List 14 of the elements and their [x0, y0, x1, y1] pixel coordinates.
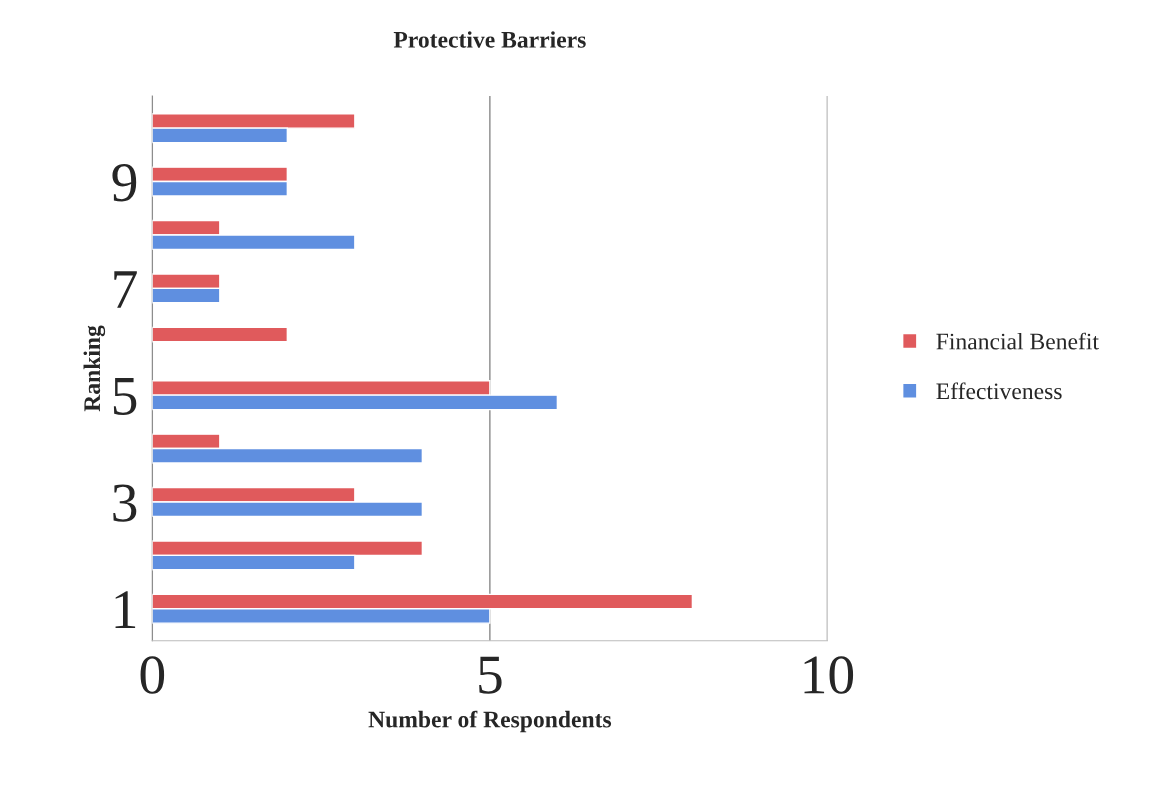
- x-tick-label: 0: [140, 656, 165, 694]
- y-tick-label: 1: [115, 591, 136, 629]
- y-axis-title: Ranking: [83, 325, 106, 412]
- x-tick-label: 10: [804, 656, 854, 694]
- x-tick-label: 5: [479, 656, 502, 694]
- y-tick-label: 9: [112, 164, 137, 202]
- x-axis-title: Number of Respondents: [368, 710, 612, 733]
- y-tick-label: 3: [113, 484, 137, 522]
- legend-label: Financial Benefit: [936, 332, 1099, 350]
- bar: [152, 326, 289, 343]
- y-tick-label: 7: [114, 271, 137, 308]
- y-tick-label: 5: [113, 378, 137, 415]
- legend-label: Effectiveness: [936, 382, 1062, 400]
- chart-title: Protective Barriers: [393, 31, 586, 48]
